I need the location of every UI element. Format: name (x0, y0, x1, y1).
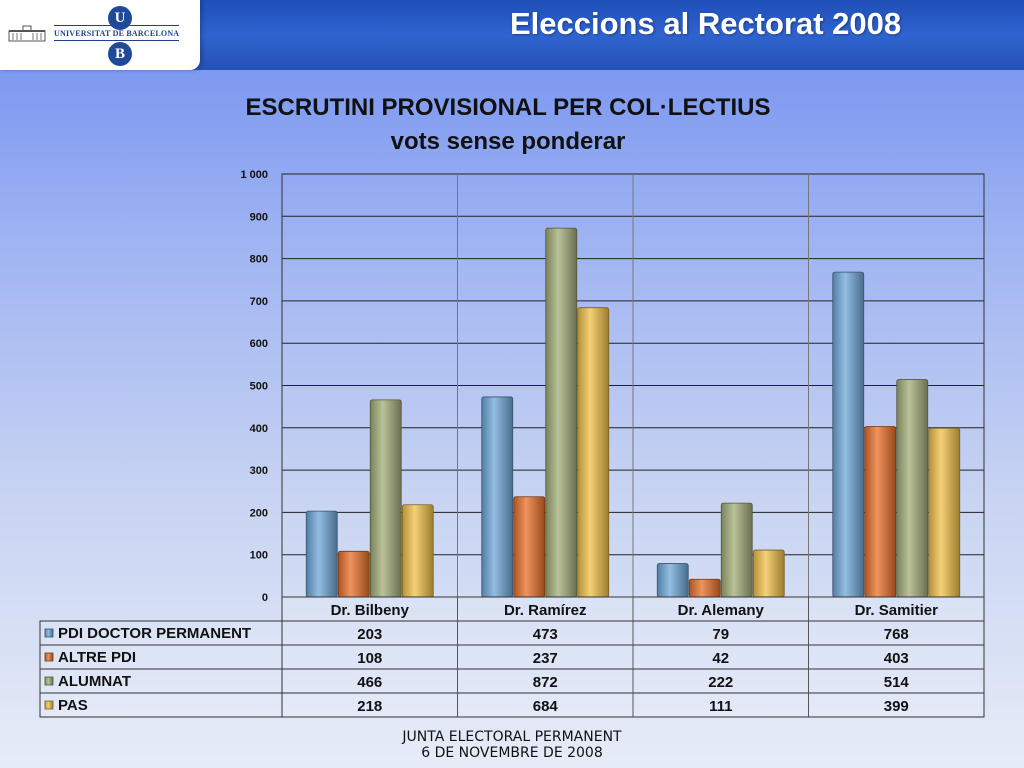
category-label: Dr. Samitier (855, 602, 939, 619)
bar-altre-pdi-0 (337, 550, 370, 598)
bar-pdi-doctor-permanent-2 (656, 563, 689, 598)
data-table-value: 768 (884, 626, 909, 643)
legend-swatch-icon (44, 652, 54, 662)
bar-pdi-doctor-permanent-0 (305, 510, 338, 598)
data-table-value: 514 (884, 674, 910, 691)
bar-pas-1 (577, 307, 610, 598)
page-title: Eleccions al Rectorat 2008 (510, 6, 902, 41)
data-table-value: 684 (533, 698, 559, 715)
y-tick-label: 300 (250, 465, 268, 477)
bar-pdi-doctor-permanent-3 (832, 271, 865, 598)
legend-swatch-icon (44, 700, 54, 710)
y-tick-label: 500 (250, 381, 268, 393)
data-table-value: 218 (357, 698, 382, 715)
table-row (39, 692, 985, 718)
legend-swatch-icon (44, 628, 54, 638)
data-table-value: 222 (708, 674, 733, 691)
legend-series-label: PDI DOCTOR PERMANENT (58, 625, 251, 642)
table-row (39, 644, 985, 670)
bar-altre-pdi-3 (864, 426, 897, 598)
data-table-value: 473 (533, 626, 558, 643)
logo-rule-bottom (54, 40, 179, 41)
bar-pas-2 (752, 549, 785, 598)
logo-letter-u: U (108, 6, 132, 30)
y-tick-label: 900 (250, 211, 268, 223)
data-table-value: 872 (533, 674, 558, 691)
logo-text: UNIVERSITAT DE BARCELONA (54, 29, 180, 38)
y-tick-label: 600 (250, 338, 268, 350)
y-tick-label: 100 (250, 550, 268, 562)
bar-pdi-doctor-permanent-1 (481, 396, 514, 598)
y-tick-label: 800 (250, 254, 268, 266)
data-table-value: 108 (357, 650, 382, 667)
bar-alumnat-2 (720, 502, 753, 598)
y-tick-label: 1 000 (240, 169, 268, 181)
chart-title: ESCRUTINI PROVISIONAL PER COL·LECTIUS (245, 94, 771, 121)
bar-alumnat-0 (369, 399, 402, 598)
bar-altre-pdi-1 (513, 496, 546, 598)
bar-pas-3 (928, 427, 961, 598)
data-table-value: 403 (884, 650, 909, 667)
data-table-value: 237 (533, 650, 558, 667)
y-tick-label: 200 (250, 507, 268, 519)
footer-line-2: 6 DE NOVEMBRE DE 2008 (421, 745, 603, 761)
data-table-value: 399 (884, 698, 909, 715)
footer-line-1: JUNTA ELECTORAL PERMANENT (402, 729, 622, 745)
building-icon (8, 25, 46, 42)
bar-alumnat-1 (545, 227, 578, 598)
legend-swatch-icon (44, 676, 54, 686)
bar-alumnat-3 (896, 379, 929, 598)
data-table-value: 79 (712, 626, 729, 643)
table-row (39, 668, 985, 694)
table-row (39, 620, 985, 646)
chart-subtitle: vots sense ponderar (390, 128, 626, 155)
category-label: Dr. Bilbeny (331, 602, 410, 619)
y-tick-label: 0 (262, 592, 268, 604)
legend-series-label: PAS (58, 697, 88, 714)
bar-pas-0 (401, 504, 434, 598)
university-logo: UNIVERSITAT DE BARCELONA U B (0, 0, 200, 70)
category-label: Dr. Ramírez (504, 602, 587, 619)
data-table-value: 111 (709, 698, 732, 715)
logo-letter-b: B (108, 42, 132, 66)
data-table-value: 466 (357, 674, 382, 691)
bar-altre-pdi-2 (688, 578, 721, 598)
data-table-value: 42 (712, 650, 729, 667)
y-tick-label: 700 (250, 296, 268, 308)
category-label: Dr. Alemany (678, 602, 765, 619)
legend-series-label: ALUMNAT (58, 673, 131, 690)
data-table-value: 203 (357, 626, 382, 643)
legend-series-label: ALTRE PDI (58, 649, 136, 666)
y-tick-label: 400 (250, 423, 268, 435)
